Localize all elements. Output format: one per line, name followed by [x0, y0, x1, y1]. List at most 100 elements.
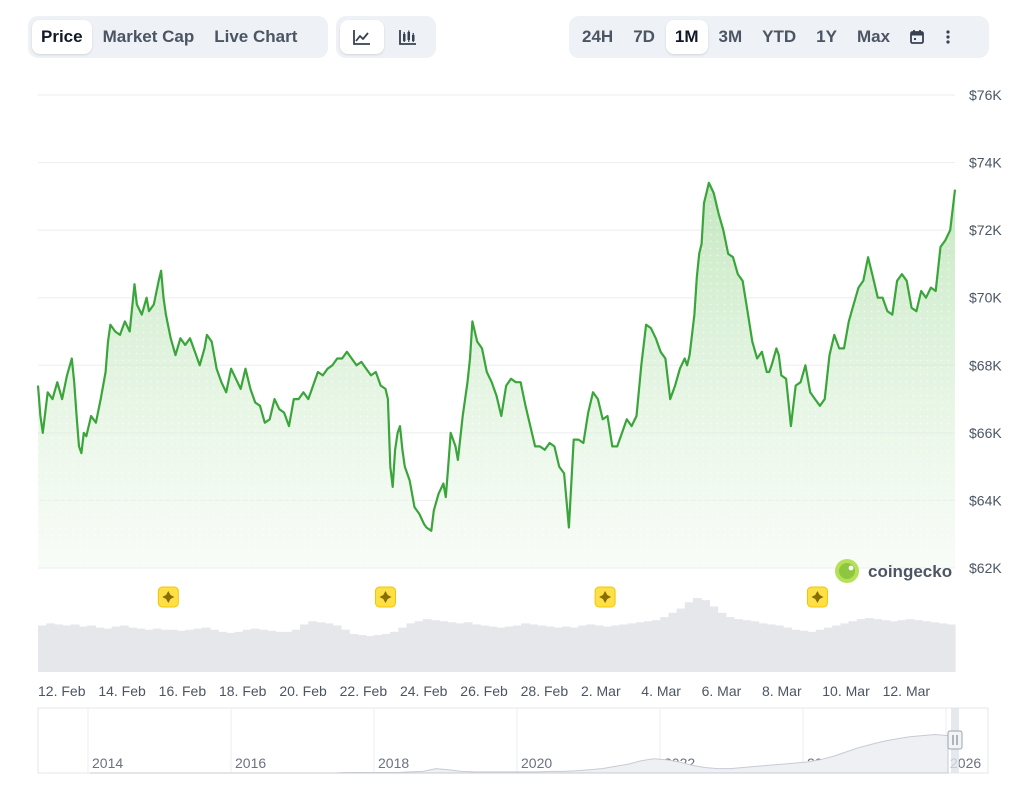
- calendar-icon: [910, 30, 924, 44]
- x-tick-label: 14. Feb: [98, 683, 146, 699]
- volume-bar: [660, 617, 670, 672]
- volume-bar: [365, 636, 375, 672]
- volume-bar: [136, 628, 146, 672]
- volume-bar: [54, 624, 64, 672]
- volume-bar: [373, 635, 383, 672]
- navigator-year-label: 2020: [521, 755, 552, 771]
- volume-bar: [308, 621, 317, 672]
- navigator-handle[interactable]: [947, 730, 963, 750]
- tab-market-cap[interactable]: Market Cap: [102, 27, 195, 46]
- volume-bar: [938, 623, 948, 672]
- volume-bar: [381, 633, 391, 672]
- tab-live-chart[interactable]: Live Chart: [214, 27, 298, 46]
- volume-bar: [774, 625, 784, 672]
- volume-bar: [914, 620, 923, 672]
- price-line[interactable]: [36, 181, 957, 532]
- volume-bar: [676, 608, 686, 672]
- volume-bar: [725, 617, 735, 672]
- volume-bar: [349, 633, 358, 672]
- y-tick-label: $66K: [969, 425, 1002, 441]
- range-1y[interactable]: 1Y: [816, 27, 837, 46]
- volume-bar: [537, 625, 547, 672]
- range-7d[interactable]: 7D: [633, 27, 655, 46]
- navigator-area: [90, 733, 949, 774]
- event-marker[interactable]: [157, 586, 179, 608]
- volume-bar: [635, 622, 645, 672]
- volume-bar: [357, 635, 367, 672]
- x-tick-label: 22. Feb: [340, 683, 388, 699]
- y-tick-label: $62K: [969, 560, 1002, 576]
- volume-bar: [832, 625, 841, 672]
- volume-bar: [864, 618, 874, 672]
- sparkle-icon: [379, 591, 392, 603]
- volume-bar: [742, 620, 751, 672]
- x-tick-label: 12. Mar: [883, 683, 931, 699]
- volume-bar: [946, 624, 956, 672]
- volume-bar: [930, 622, 940, 672]
- y-tick-label: $64K: [969, 492, 1002, 508]
- x-tick-label: 10. Mar: [822, 683, 870, 699]
- coingecko-watermark: coingecko: [835, 559, 952, 583]
- date-picker-button[interactable]: [901, 20, 933, 54]
- volume-bar: [267, 630, 277, 672]
- range-1m[interactable]: 1M: [665, 20, 708, 54]
- sparkle-icon: [811, 591, 824, 603]
- volume-bar: [422, 619, 432, 672]
- volume-bar: [873, 619, 882, 672]
- volume-bar: [693, 598, 702, 672]
- x-tick-label: 20. Feb: [279, 683, 327, 699]
- volume-bar: [652, 620, 661, 672]
- y-axis: $62K $64K $66K $68K $70K $72K $74K $76K: [969, 87, 1002, 576]
- volume-bar: [807, 631, 817, 672]
- metric-tabs: Price Market Cap Live Chart: [28, 16, 328, 58]
- line-chart-button[interactable]: [340, 20, 384, 54]
- event-marker[interactable]: [374, 586, 396, 608]
- more-options-button[interactable]: [935, 20, 961, 54]
- volume-bar: [103, 628, 113, 672]
- volume-bar: [824, 627, 833, 672]
- navigator[interactable]: 2014201620182020202220242026: [37, 707, 989, 774]
- range-3m[interactable]: 3M: [718, 27, 743, 46]
- volume-bar: [471, 624, 481, 672]
- volume-bar: [881, 620, 891, 672]
- volume-bar: [480, 625, 489, 672]
- volume-bar: [431, 620, 440, 672]
- candlestick-chart-button[interactable]: [386, 20, 430, 54]
- volume-bar: [193, 628, 203, 672]
- volume-bar: [512, 625, 522, 672]
- volume-bar: [602, 626, 612, 672]
- volume-bar: [160, 629, 170, 672]
- navigator-year-label: 2016: [235, 755, 266, 771]
- volume-bar: [668, 612, 678, 672]
- volume-bar: [562, 626, 571, 672]
- volume-bar: [848, 621, 858, 672]
- event-marker[interactable]: [594, 586, 616, 608]
- x-tick-label: 26. Feb: [460, 683, 508, 699]
- x-tick-label: 24. Feb: [400, 683, 448, 699]
- y-tick-label: $74K: [969, 155, 1002, 171]
- line-chart-icon: [353, 30, 370, 45]
- x-tick-label: 4. Mar: [641, 683, 681, 699]
- volume-bar: [70, 624, 80, 672]
- range-max[interactable]: Max: [856, 27, 891, 46]
- volume-bar: [177, 630, 186, 672]
- tab-price[interactable]: Price: [32, 20, 92, 54]
- volume-bar: [119, 625, 129, 672]
- volume-bar: [406, 623, 416, 672]
- candlestick-chart-icon: [399, 30, 416, 45]
- volume-bar: [332, 625, 342, 672]
- range-ytd[interactable]: YTD: [762, 27, 797, 46]
- price-area: [36, 181, 957, 569]
- navigator-year-label: 2014: [92, 755, 123, 771]
- volume-bar: [439, 621, 448, 672]
- volume-bar: [38, 625, 47, 672]
- volume-bar: [234, 631, 244, 672]
- volume-bar: [259, 629, 268, 672]
- event-marker[interactable]: [806, 586, 828, 608]
- volume-bar: [684, 602, 694, 672]
- volume-bar: [398, 627, 408, 672]
- volume-bar: [111, 626, 121, 672]
- event-markers: [157, 586, 828, 608]
- range-24h[interactable]: 24H: [582, 27, 614, 46]
